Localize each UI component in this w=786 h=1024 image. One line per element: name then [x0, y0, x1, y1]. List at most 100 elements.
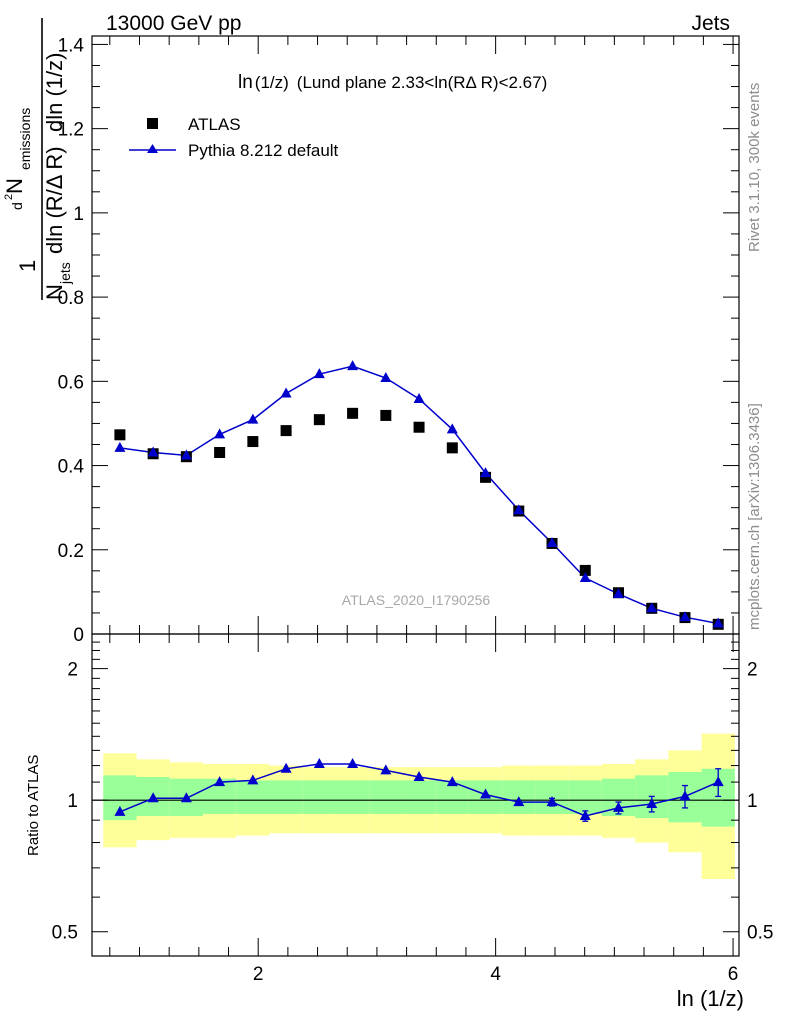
ratio-data-point — [613, 801, 625, 812]
header-jets-label: Jets — [691, 12, 730, 35]
atlas-data-point — [214, 446, 226, 458]
band-inner-bin — [369, 780, 403, 814]
pythia-data-point — [613, 587, 625, 598]
legend-atlas-label: ATLAS — [188, 115, 241, 134]
title-range: (Lund plane 2.33<ln(RΔ R)<2.67) — [297, 73, 547, 92]
main-y-tick-label: 1 — [73, 204, 84, 225]
rivet-info-text: Rivet 3.1.10, 300k events — [746, 82, 763, 252]
legend-atlas-marker — [147, 118, 158, 129]
pythia-data-point — [513, 504, 525, 515]
ratio-y-axis-label: Ratio to ATLAS — [25, 755, 42, 856]
ratio-data-point — [380, 764, 392, 775]
pythia-data-point — [114, 441, 126, 452]
main-y-tick-label: 0.4 — [58, 457, 85, 478]
band-inner-bin — [302, 780, 336, 814]
pythia-data-point — [247, 413, 259, 424]
atlas-data-point — [280, 425, 292, 437]
pythia-data-point — [579, 571, 591, 582]
pythia-main-line — [119, 365, 719, 625]
ratio-y-tick-label: 0.5 — [52, 923, 78, 944]
ratio-data-point — [313, 757, 325, 768]
ratio-y-tick-label-right: 1 — [747, 791, 758, 812]
band-inner-bin — [269, 780, 303, 814]
ratio-uncertainty-bands — [103, 733, 735, 880]
main-y-tick-label: 0.6 — [58, 372, 84, 393]
ylabel-dln-rdr: dln (R/Δ R) — [42, 146, 67, 254]
atlas-data-point — [579, 564, 591, 576]
pythia-data-point — [679, 611, 691, 622]
pythia-data-point — [347, 360, 359, 371]
main-y-tick-label: 0.8 — [58, 288, 84, 309]
ratio-data-point — [180, 792, 192, 803]
main-y-tick-label: 0 — [73, 625, 84, 646]
ylabel-dln-z: dln (1/z) — [42, 53, 67, 132]
ratio-y-tick-label-right: 0.5 — [747, 923, 773, 944]
ratio-data-point — [646, 798, 658, 809]
atlas-data-point — [380, 409, 392, 421]
ratio-data-point — [546, 796, 558, 807]
main-plot-series — [114, 360, 724, 630]
ratio-data-point — [147, 792, 159, 803]
atlas-data-point — [480, 471, 492, 483]
ratio-data-point — [513, 796, 525, 807]
main-plot-title: ln (1/z) (Lund plane 2.33<ln(RΔ R)<2.67) — [238, 72, 547, 93]
band-inner-bin — [402, 780, 436, 814]
pythia-data-point — [480, 467, 492, 478]
ratio-data-point — [347, 757, 359, 768]
ratio-plot-series — [114, 757, 724, 822]
ylabel-n-emissions: N — [2, 178, 27, 194]
ratio-y-tick-label-right: 2 — [747, 660, 758, 681]
main-y-tick-label: 0.2 — [58, 541, 84, 562]
ylabel-numerator-one: 1 — [15, 260, 40, 272]
axes: 0 0.2 0.4 0.6 0.8 1 1.2 1.4 2 4 6 0.5 0.5 1 1 2 2 — [52, 35, 773, 985]
atlas-data-point — [114, 429, 126, 441]
ratio-y-tick-label: 1 — [67, 791, 78, 812]
main-y-axis-label: 1 d 2 N emissions N jets dln (R/Δ R) dln… — [2, 18, 73, 300]
analysis-watermark: ATLAS_2020_I1790256 — [342, 592, 491, 608]
header-energy-label: 13000 GeV pp — [106, 12, 241, 35]
ylabel-d: d — [9, 202, 25, 210]
x-tick-label: 6 — [728, 964, 739, 985]
legend: ATLAS Pythia 8.212 default — [129, 115, 339, 160]
pythia-data-point — [313, 368, 325, 379]
atlas-data-point — [313, 414, 325, 426]
ratio-data-point — [413, 770, 425, 781]
pythia-data-point — [380, 371, 392, 382]
ratio-y-tick-label: 2 — [67, 660, 78, 681]
pythia-data-point — [546, 537, 558, 548]
ratio-data-point — [247, 774, 259, 785]
main-y-tick-label: 1.4 — [58, 35, 85, 56]
ylabel-jets-subscript: jets — [57, 262, 73, 285]
ylabel-emissions-subscript: emissions — [17, 108, 33, 170]
pythia-data-point — [712, 617, 724, 628]
x-axis-title: ln (1/z) — [677, 986, 744, 1011]
ratio-data-point — [712, 776, 724, 787]
ratio-data-point — [480, 788, 492, 799]
legend-pythia-label: Pythia 8.212 default — [188, 141, 339, 160]
ratio-data-point — [679, 790, 691, 801]
band-inner-bin — [335, 780, 370, 814]
band-inner-bin — [568, 780, 602, 814]
ratio-data-point — [114, 805, 126, 816]
legend-pythia-marker — [147, 144, 158, 153]
pythia-data-point — [446, 423, 458, 434]
x-tick-label: 4 — [490, 964, 501, 985]
mcplots-citation-text: mcplots.cern.ch [arXiv:1306.3436] — [746, 403, 763, 630]
pythia-data-point — [413, 393, 425, 404]
atlas-data-point — [446, 442, 458, 454]
pythia-data-point — [646, 602, 658, 613]
atlas-data-point — [347, 407, 359, 419]
pythia-data-point — [214, 428, 226, 439]
band-inner-bin — [236, 780, 270, 814]
ratio-data-point — [214, 776, 226, 787]
atlas-data-point — [247, 436, 259, 448]
atlas-data-point — [413, 421, 425, 433]
x-tick-label: 2 — [253, 964, 264, 985]
pythia-data-point — [280, 387, 292, 398]
pythia-data-point — [147, 446, 159, 457]
ylabel-d-exponent: 2 — [3, 194, 15, 200]
ratio-data-point — [579, 809, 591, 820]
ylabel-n-jets: N — [42, 284, 67, 300]
title-ln: ln — [238, 72, 253, 93]
